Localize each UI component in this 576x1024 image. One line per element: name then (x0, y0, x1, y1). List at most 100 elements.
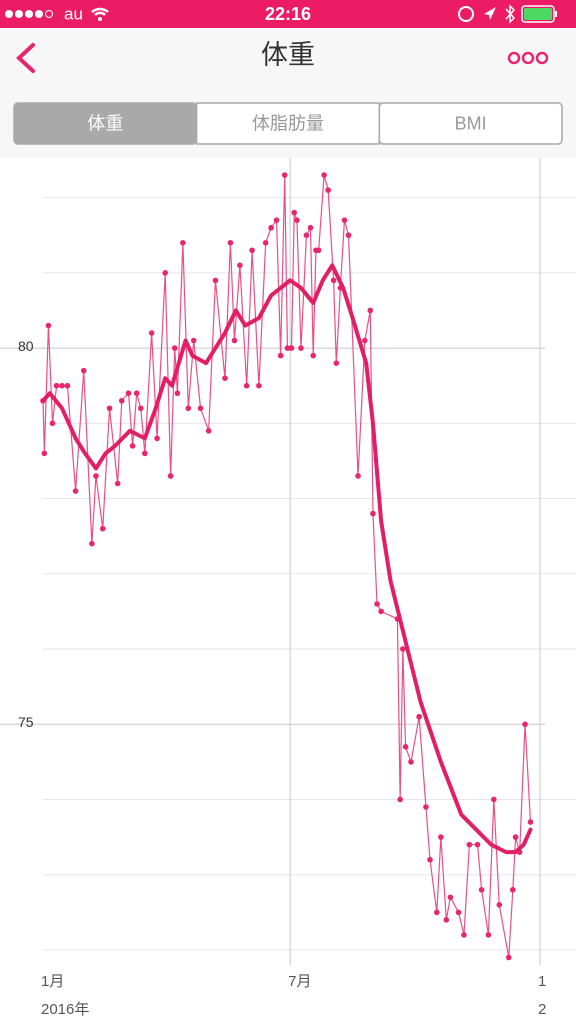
data-point (491, 796, 497, 803)
data-point (190, 337, 197, 344)
data-point (80, 367, 87, 374)
data-point (288, 345, 295, 351)
data-point (129, 443, 136, 449)
back-button[interactable] (16, 43, 35, 73)
data-point (333, 360, 340, 366)
year-label: 2016年 (41, 1001, 89, 1018)
data-point (330, 277, 337, 284)
data-point (118, 397, 125, 404)
data-point (273, 217, 280, 223)
data-point (45, 322, 52, 329)
data-point (291, 209, 298, 216)
data-point (133, 390, 140, 397)
data-point (310, 352, 317, 359)
data-point (72, 488, 79, 494)
wifi-dot (98, 17, 102, 21)
data-point (402, 744, 409, 750)
segment-label: 体脂肪量 (252, 113, 324, 133)
data-point (41, 450, 48, 457)
data-point (125, 390, 132, 397)
data-point (321, 172, 327, 178)
data-point (408, 759, 414, 765)
data-point (355, 473, 361, 479)
location-icon (484, 7, 496, 20)
data-point (197, 405, 204, 412)
data-point (447, 894, 454, 901)
signal (5, 10, 53, 18)
data-point (231, 337, 238, 344)
x-tick-label: 1 (538, 973, 546, 990)
segment-label: 体重 (87, 113, 123, 133)
data-point (249, 247, 255, 254)
chart-area (0, 158, 576, 1024)
lock-icon (458, 6, 474, 22)
data-point (227, 239, 234, 246)
data-point (262, 239, 269, 246)
segment-label: BMI (455, 113, 487, 133)
data-point (466, 841, 473, 848)
y-tick-label: 75 (18, 714, 34, 730)
data-point (212, 277, 219, 284)
data-point (180, 239, 186, 246)
data-point (268, 224, 274, 231)
data-point (362, 337, 368, 344)
more-button[interactable] (507, 51, 549, 65)
data-point (284, 345, 291, 351)
data-point (510, 886, 516, 893)
trend-line (41, 263, 533, 855)
data-point (114, 480, 121, 487)
data-point (400, 646, 406, 652)
segment[interactable] (378, 102, 563, 145)
segment[interactable] (195, 102, 381, 145)
data-point (315, 247, 322, 254)
data-point (162, 270, 169, 276)
data-point (64, 382, 71, 389)
y-tick-label: 80 (18, 338, 34, 354)
data-point (438, 834, 444, 840)
data-point (174, 390, 181, 397)
wifi-icon (91, 7, 109, 16)
data-point (345, 232, 352, 239)
data-point (416, 713, 422, 720)
data-point (455, 909, 462, 916)
data-point (474, 841, 481, 848)
data-point (367, 307, 374, 314)
data-point (243, 382, 250, 389)
data-point (423, 804, 429, 810)
data-point (171, 345, 178, 351)
data-point (89, 540, 95, 547)
data-point (49, 420, 56, 427)
data-point (167, 473, 174, 479)
data-point (496, 902, 503, 908)
data-point (205, 428, 212, 434)
data-point (148, 330, 155, 336)
data-point (461, 932, 467, 938)
data-point (433, 909, 440, 916)
data-point (303, 232, 310, 239)
battery (521, 5, 555, 23)
segmented-control: 体重 体脂肪量 BMI (13, 102, 563, 145)
data-point (185, 405, 192, 412)
data-point (93, 473, 99, 479)
data-point (378, 608, 384, 615)
battery-tip (555, 11, 557, 17)
data-point (325, 187, 331, 193)
bluetooth-icon (505, 4, 516, 24)
data-point (277, 352, 284, 359)
data-point (53, 382, 60, 389)
data-point (427, 856, 433, 863)
clock: 22:16 (265, 4, 311, 24)
data-point (99, 525, 106, 532)
data-point (478, 886, 485, 893)
data-point (341, 217, 348, 223)
data-point (222, 375, 228, 381)
data-point (142, 450, 148, 457)
data-point (485, 932, 492, 938)
battery-level (524, 8, 552, 20)
data-point (256, 382, 262, 389)
chart: 75 80 1月 7月 1 2016年 2 (0, 158, 576, 1018)
data-point (374, 601, 380, 607)
data-point (527, 819, 534, 825)
data-point (237, 262, 243, 269)
